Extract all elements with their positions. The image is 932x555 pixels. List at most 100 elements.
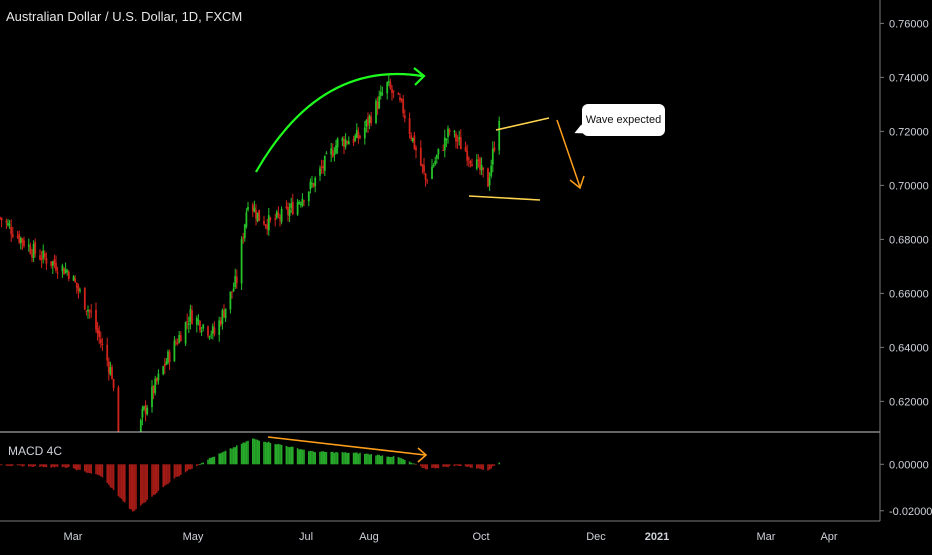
candle-body [8,224,11,226]
macd-bar [288,447,291,465]
candle-body [343,139,345,147]
candle-body [303,200,305,202]
price-tick-label: 0.70000 [889,180,929,192]
macd-bar [298,449,300,465]
candle-body [191,310,193,325]
candle-body [178,335,181,343]
candle-body [330,148,333,155]
wave-expected-callout: Wave expected [582,104,665,136]
candle-body [346,141,349,144]
candle-body [0,217,3,221]
macd-bar [276,444,278,465]
macd-bar [333,452,336,465]
macd-bar [100,464,102,477]
price-tick-label: 0.76000 [889,18,929,30]
macd-bar [456,464,459,466]
candle-body [43,253,46,258]
candle-body [399,97,401,101]
candle-body [213,327,216,335]
macd-bar [266,442,268,465]
macd-bar [167,464,169,485]
candle-body [117,387,120,432]
candle-body [210,334,213,336]
x-tick-label: Apr [820,531,837,543]
macd-bar [343,452,345,465]
candle-body [90,311,93,313]
candle-body [491,148,494,165]
candle-body [314,177,317,186]
candle-body [106,344,109,361]
macd-bar [269,443,272,465]
macd-bar [277,443,280,465]
x-tick-label: May [183,531,204,543]
macd-bar [87,464,89,473]
candle-body [397,93,400,95]
candle-body [221,310,224,324]
macd-bar [381,455,384,465]
candle-body [67,271,70,279]
candle-body [42,250,45,259]
candle-body [199,321,201,331]
candle-body [45,257,48,264]
green-arrowhead-icon [413,67,426,86]
macd-indicator-label[interactable]: MACD 4C [8,444,63,458]
macd-bar [285,445,288,465]
macd-bar [464,464,467,467]
candle-body [195,317,198,325]
macd-bar [280,444,283,465]
macd-bar [325,452,328,465]
macd-bar [400,458,403,465]
candle-body [74,278,77,283]
macd-bar [453,464,456,467]
macd-bar [50,464,52,468]
macd-bar [74,464,76,470]
candle-body [162,366,165,375]
candle-body [354,135,357,141]
macd-bar [224,450,227,465]
candle-body [39,255,41,260]
candle-body [431,166,433,180]
macd-bar [84,464,86,472]
candle-body [247,206,249,210]
candle-body [370,116,373,124]
macd-bar [184,464,187,473]
x-tick-label: Aug [359,531,379,543]
macd-bar [207,459,209,465]
macd-bar [162,464,164,488]
candle-body [155,378,158,382]
candle-body [253,207,256,212]
macd-bar [287,446,289,465]
candle-body [291,201,294,215]
candle-body [469,161,472,164]
candle-body [168,352,171,363]
macd-bar [432,464,435,468]
orange-projection-arrow [556,119,581,188]
macd-bar [202,462,204,465]
candle-body [274,218,277,221]
candle-body [323,156,326,171]
candle-body [179,335,182,342]
macd-bar [420,464,422,467]
candle-body [336,138,339,148]
candle-body [66,270,69,272]
macd-bar [264,441,267,465]
candle-body [464,146,467,152]
candle-body [200,330,203,332]
macd-bar [64,464,67,468]
candle-body [61,265,64,272]
macd-arrowhead-icon [417,447,428,463]
candle-body [75,282,78,288]
macd-bar [244,442,246,465]
candle-body [413,135,416,149]
candle-body [357,131,360,139]
macd-bar [132,464,134,512]
macd-bar [106,464,108,483]
macd-bar [332,451,334,465]
candle-body [319,168,321,176]
candle-body [27,244,30,247]
candle-body [455,133,457,142]
macd-bar [426,464,428,470]
macd-bar [335,451,337,465]
